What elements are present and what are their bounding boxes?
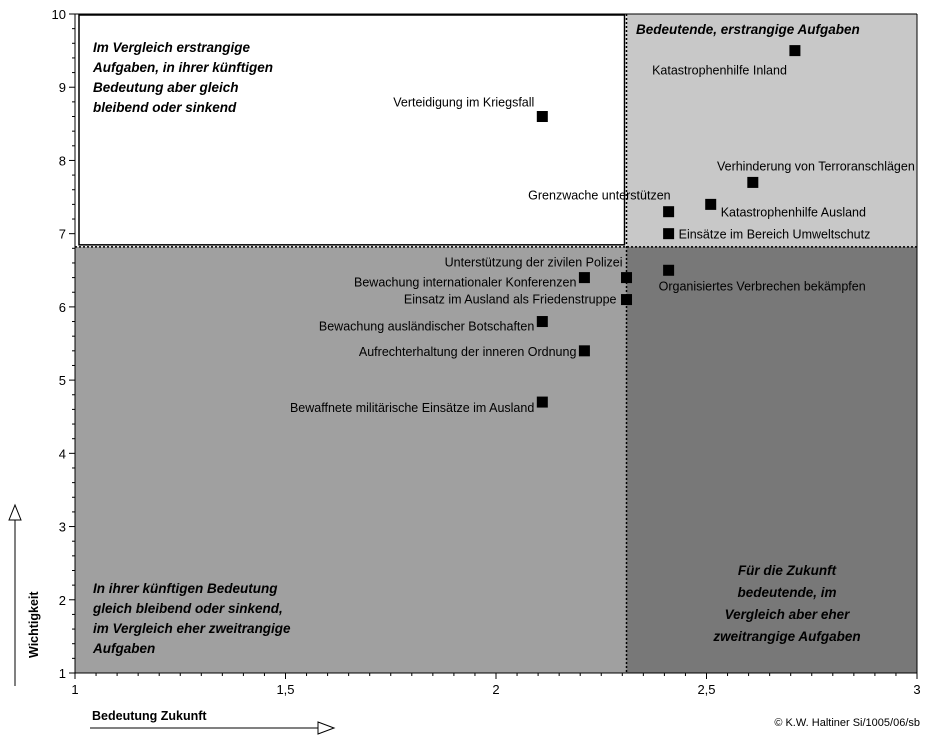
data-point-marker	[747, 176, 759, 188]
data-point-labels: Katastrophenhilfe Inland Verteidigung im …	[290, 64, 915, 415]
quadrant-bottom-right-text: Für die Zukunft	[738, 563, 837, 578]
y-tick-label: 3	[59, 520, 66, 535]
quadrant-top-left-text: Bedeutung aber gleich	[93, 80, 239, 95]
x-tick-label: 1,5	[276, 682, 294, 697]
quadrant-bottom-right	[626, 246, 917, 673]
data-point-marker	[663, 228, 675, 240]
quadrant-top-left-text: bleibend oder sinkend	[93, 100, 237, 115]
quadrant-bottom-right-text: zweitrangige Aufgaben	[712, 629, 860, 644]
quadrant-descriptions: Im Vergleich erstrangige Aufgaben, in ihr…	[92, 22, 861, 656]
y-tick-label: 2	[59, 593, 66, 608]
quadrant-bottom-right-text: bedeutende, im	[737, 585, 836, 600]
data-point-marker	[663, 264, 675, 276]
data-point-marker	[578, 272, 590, 284]
x-axis-arrow-icon	[90, 721, 336, 735]
data-point-label: Einsatz im Ausland als Friedenstruppe	[404, 293, 617, 307]
axes: 1 2 3 4 5 6 7 8 9 10 1 1,5 2 2,5 3	[52, 7, 921, 697]
y-axis-label: Wichtigkeit	[27, 591, 41, 658]
y-tick-label: 8	[59, 153, 66, 168]
copyright-credit: © K.W. Haltiner Si/1005/06/sb	[774, 717, 920, 729]
quadrant-bottom-left	[75, 246, 627, 673]
data-point-label: Bewachung internationaler Konferenzen	[354, 276, 576, 290]
quadrant-backgrounds	[75, 14, 917, 673]
data-point-label: Verhinderung von Terroranschlägen	[717, 159, 915, 173]
y-tick-label: 5	[59, 373, 66, 388]
y-tick-label: 10	[52, 7, 66, 22]
quadrant-top-right-text: Bedeutende, erstrangige Aufgaben	[636, 22, 860, 37]
quadrant-bottom-right-text: Vergleich aber eher	[725, 607, 851, 622]
data-point-label: Bewachung ausländischer Botschaften	[319, 320, 534, 334]
quadrant-top-left-text: Im Vergleich erstrangige	[93, 40, 251, 55]
data-point-marker	[536, 111, 548, 123]
data-point-label: Aufrechterhaltung der inneren Ordnung	[359, 345, 577, 359]
y-tick-label: 7	[59, 227, 66, 242]
data-point-marker	[621, 272, 633, 284]
quadrant-bottom-left-text: Aufgaben	[92, 641, 155, 656]
data-point-marker	[536, 396, 548, 408]
quadrant-top-left-text: Aufgaben, in ihrer künftigen	[92, 60, 273, 75]
quadrant-bottom-left-text: im Vergleich eher zweitrangige	[93, 621, 291, 636]
y-axis-arrow-icon	[8, 503, 22, 686]
data-point-marker	[789, 45, 801, 57]
y-tick-label: 1	[59, 666, 66, 681]
y-tick-label: 6	[59, 300, 66, 315]
data-point-label: Grenzwache unterstützen	[528, 189, 670, 203]
data-point-label: Katastrophenhilfe Inland	[652, 64, 787, 78]
quadrant-bottom-left-text: In ihrer künftigen Bedeutung	[93, 581, 278, 596]
data-point-label: Bewaffnete militärische Einsätze im Ausl…	[290, 401, 534, 415]
x-tick-label: 2,5	[697, 682, 715, 697]
data-point-label: Organisiertes Verbrechen bekämpfen	[659, 279, 866, 293]
data-point-label: Verteidigung im Kriegsfall	[393, 96, 534, 110]
quadrant-top-right	[626, 14, 917, 247]
data-point-marker	[705, 198, 717, 210]
data-point-label: Katastrophenhilfe Ausland	[721, 205, 866, 219]
x-tick-label: 3	[913, 682, 920, 697]
data-points	[536, 45, 801, 408]
data-point-marker	[578, 345, 590, 357]
data-point-marker	[663, 206, 675, 218]
x-axis-label: Bedeutung Zukunft	[92, 709, 207, 723]
y-tick-label: 9	[59, 80, 66, 95]
x-tick-label: 2	[492, 682, 499, 697]
y-tick-label: 4	[59, 446, 66, 461]
data-point-label: Unterstützung der zivilen Polizei	[445, 256, 623, 270]
x-tick-label: 1	[71, 682, 78, 697]
data-point-marker	[536, 316, 548, 328]
quadrant-bottom-left-text: gleich bleibend oder sinkend,	[92, 601, 283, 616]
data-point-marker	[621, 294, 633, 306]
quadrant-top-left	[78, 14, 626, 246]
data-point-label: Einsätze im Bereich Umweltschutz	[679, 228, 871, 242]
quadrant-dividers	[75, 14, 917, 673]
